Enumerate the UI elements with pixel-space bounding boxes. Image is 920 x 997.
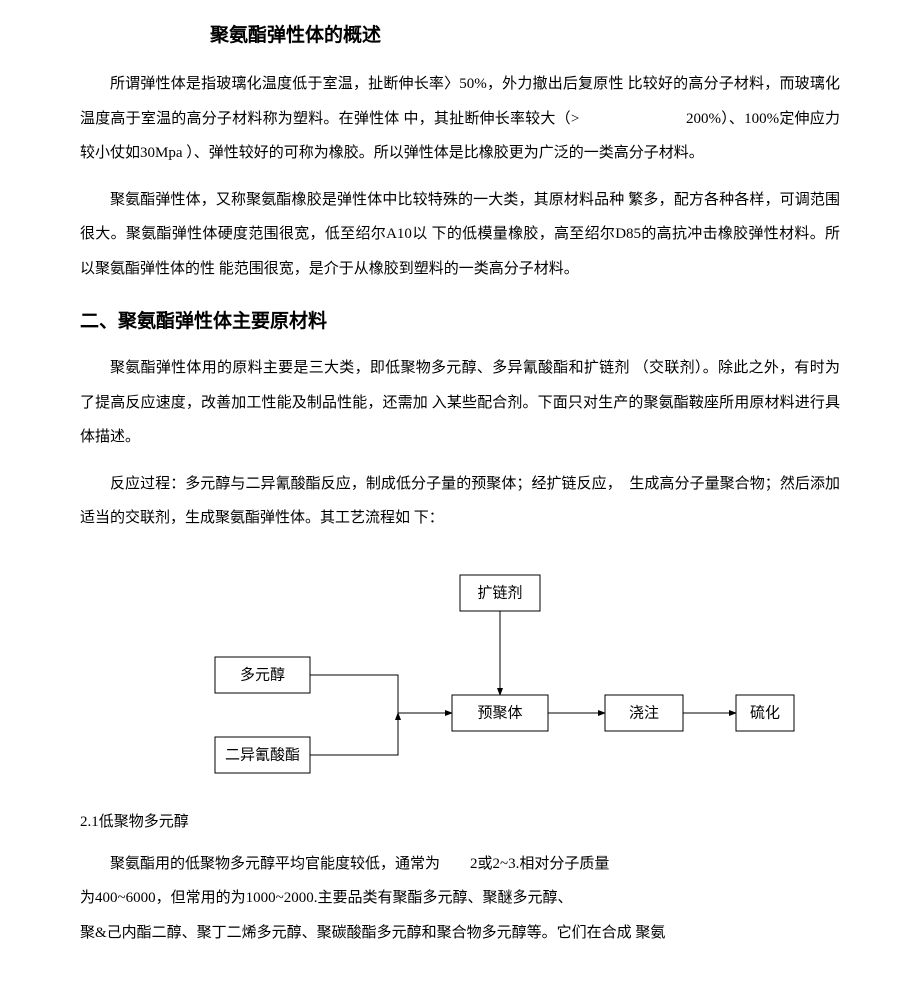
section-heading-2: 二、聚氨酯弹性体主要原材料 [80, 306, 840, 333]
flowchart-svg: 扩链剂多元醇二异氰酸酯 预聚体 浇注 硫化 [100, 560, 820, 790]
subsection-2-1: 2.1低聚物多元醇 [80, 810, 840, 831]
paragraph-2: 聚氨酯弹性体，又称聚氨酯橡胶是弹性体中比较特殊的一大类，其原材料品种 繁多，配方… [80, 183, 840, 287]
flow-node-label-poly: 多元醇 [240, 666, 285, 683]
paragraph-5c: 聚&己内酯二醇、聚丁二烯多元醇、聚碳酸酯多元醇和聚合物多元醇等。它们在合成 聚氨 [80, 916, 840, 951]
process-flowchart: 扩链剂多元醇二异氰酸酯 预聚体 浇注 硫化 [80, 560, 840, 790]
flow-node-label-cure: 硫化 [750, 704, 780, 721]
flow-edge-iso-prep [310, 713, 398, 755]
flow-node-label-iso: 二异氰酸酯 [225, 746, 300, 763]
flow-node-label-ext: 扩链剂 [477, 584, 522, 601]
paragraph-5b: 为400~6000，但常用的为1000~2000.主要品类有聚酯多元醇、聚醚多元… [80, 881, 840, 916]
doc-title: 聚氨酯弹性体的概述 [80, 20, 840, 47]
flow-edge-poly-prep [310, 675, 452, 713]
paragraph-3: 聚氨酯弹性体用的原料主要是三大类，即低聚物多元醇、多异氰酸酯和扩链剂 （交联剂）… [80, 351, 840, 455]
paragraph-1: 所谓弹性体是指玻璃化温度低于室温，扯断伸长率〉50%，外力撤出后复原性 比较好的… [80, 67, 840, 171]
flow-node-label-prep: 预聚体 [477, 704, 522, 721]
paragraph-4: 反应过程：多元醇与二异氰酸酯反应，制成低分子量的预聚体；经扩链反应， 生成高分子… [80, 467, 840, 536]
flow-node-label-pour: 浇注 [629, 704, 659, 721]
paragraph-5a: 聚氨酯用的低聚物多元醇平均官能度较低，通常为 2或2~3.相对分子质量 [80, 847, 840, 882]
